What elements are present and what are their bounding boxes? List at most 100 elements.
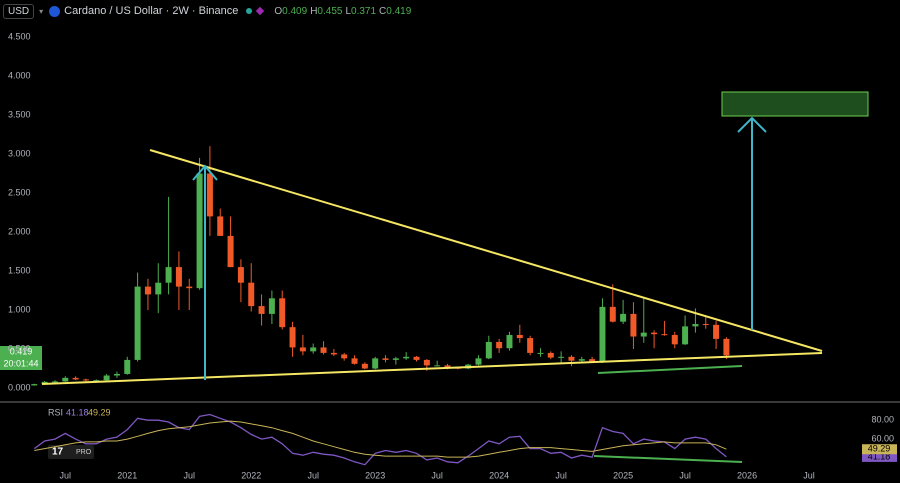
y-tick-label: 1.500 (8, 265, 31, 275)
ohlc-value: 0.419 (386, 5, 412, 17)
candle-body (702, 324, 709, 326)
candle-body (620, 313, 627, 322)
rsi-ma-value: 49.29 (88, 407, 111, 417)
arrow-head (737, 116, 767, 133)
candle-body (144, 286, 151, 295)
logo-mark: 17 (52, 447, 64, 458)
candle-body (72, 377, 79, 380)
x-tick-label: Jul (555, 470, 567, 480)
x-tick-label: Jul (60, 470, 72, 480)
rsi-value: 41.18 (66, 407, 89, 417)
rsi-tick-label: 60.00 (871, 433, 894, 443)
x-tick-label: 2024 (489, 470, 509, 480)
rsi-badge-label: 49.29 (868, 444, 891, 454)
ohlc-value: 0.371 (351, 5, 377, 17)
candle-body (320, 347, 327, 353)
y-tick-label: 0.000 (8, 382, 31, 392)
x-tick-label: 2025 (613, 470, 633, 480)
candle-body (423, 359, 430, 366)
indicator-icon (256, 6, 265, 16)
rsi-title: RSI (48, 407, 63, 417)
candle-body (568, 356, 575, 361)
symbol-logo (49, 5, 61, 17)
symbol-title: Cardano / US Dollar · 2W · Binance (64, 5, 239, 17)
candle-body (527, 338, 534, 353)
candle-body (62, 377, 69, 382)
candle-body (682, 326, 689, 345)
candle-body (640, 332, 647, 337)
x-tick-label: Jul (803, 470, 815, 480)
candle-body (558, 356, 565, 358)
candle-body (351, 358, 358, 364)
x-tick-label: 2023 (365, 470, 385, 480)
ohlc-value: 0.455 (317, 5, 343, 17)
candle-body (372, 358, 379, 369)
candle-body (248, 282, 255, 307)
rsi-badge (862, 444, 897, 455)
chevron: ▾ (39, 6, 44, 16)
rsi-divergence-line (593, 455, 743, 463)
candle-body (589, 359, 596, 363)
candle-body (341, 354, 348, 359)
candle-body (692, 324, 699, 327)
status-dot (246, 8, 253, 14)
ohlc-key: O (274, 5, 283, 17)
x-tick-label: 2022 (241, 470, 261, 480)
x-tick-label: Jul (431, 470, 443, 480)
candle-body (713, 324, 720, 339)
target-box (721, 91, 869, 117)
candle-body (516, 334, 523, 339)
candle-body (661, 334, 668, 336)
candle-body (31, 384, 38, 386)
currency-select[interactable]: USD (3, 3, 35, 19)
candle-body (279, 298, 286, 328)
candle-body (609, 306, 616, 322)
price-label: 0.419 (10, 346, 33, 356)
rsi-tick-label: 80.00 (871, 415, 894, 425)
candle-body (258, 306, 265, 314)
candle-body (175, 267, 182, 287)
candle-body (578, 359, 585, 361)
y-tick-label: 4.500 (8, 31, 31, 41)
rsi-line (33, 413, 727, 466)
candle-body (289, 327, 296, 348)
candle-body (124, 359, 131, 374)
candle-body (547, 352, 554, 358)
candle-body (723, 338, 730, 356)
y-tick-label: 3.500 (8, 109, 31, 119)
rsi-line (34, 420, 727, 458)
candles (31, 146, 730, 386)
y-tick-label: 0.500 (8, 343, 31, 353)
candle-body (361, 363, 368, 369)
trendline-upper (149, 149, 823, 352)
rsi-badge (862, 451, 897, 462)
candle-body (268, 298, 275, 314)
candle-body (330, 352, 337, 355)
candle-body (475, 358, 482, 365)
logo-badge: PRO (76, 449, 92, 456)
candle-body (651, 332, 658, 335)
ohlc-key: H (310, 5, 318, 17)
candle-body (134, 286, 141, 360)
ohlc-key: C (379, 5, 387, 17)
candle-body (413, 356, 420, 360)
x-tick-label: Jul (183, 470, 195, 480)
ohlc-key: L (345, 5, 352, 17)
candle-body (186, 286, 193, 289)
candle-body (299, 347, 306, 352)
candle-body (310, 347, 317, 352)
candle-body (51, 381, 58, 383)
trendline-lower (41, 352, 823, 385)
rsi-badge-label: 41.18 (868, 451, 891, 461)
y-tick-label: 2.000 (8, 226, 31, 236)
top-bar: USD ▾ Cardano / US Dollar · 2W · Binance… (0, 0, 411, 22)
candle-body (382, 358, 389, 360)
candle-body (196, 173, 203, 289)
candle-body (165, 267, 172, 283)
y-tick-label: 2.500 (8, 187, 31, 197)
candle-body (155, 282, 162, 295)
y-tick-label: 3.000 (8, 148, 31, 158)
y-tick-label: 4.000 (8, 70, 31, 80)
